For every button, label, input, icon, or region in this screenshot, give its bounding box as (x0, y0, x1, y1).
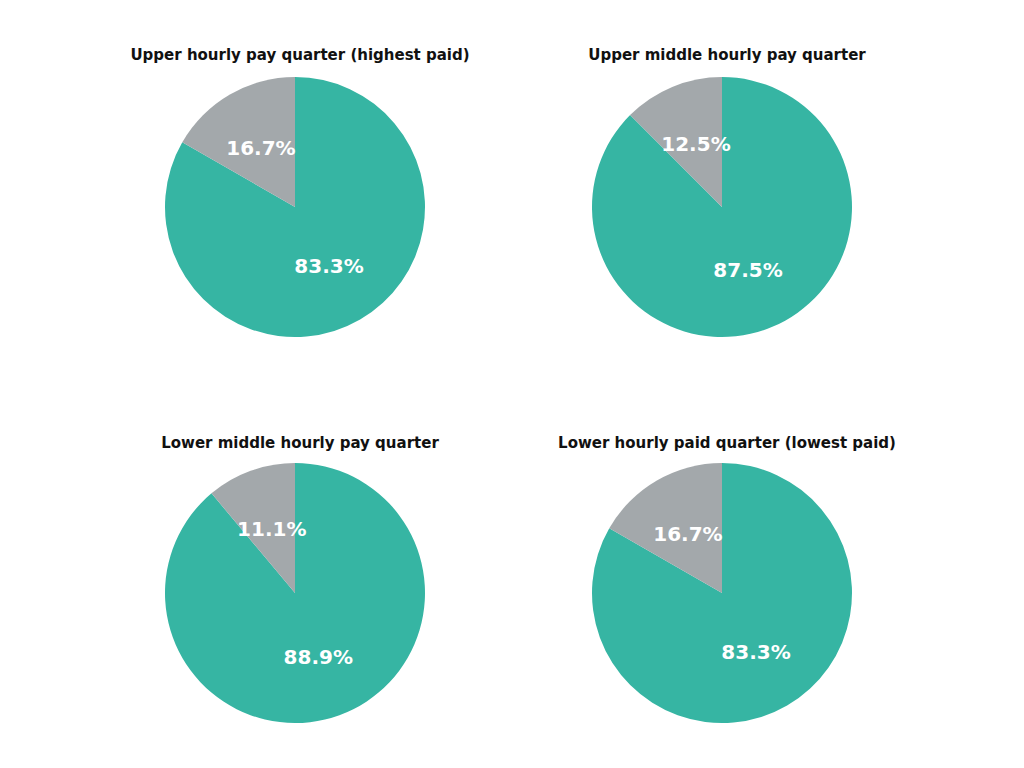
svg-text:Upper hourly pay quarter (high: Upper hourly pay quarter (highest paid) (130, 46, 469, 64)
svg-text:88.9%: 88.9% (284, 645, 353, 669)
svg-text:83.3%: 83.3% (294, 254, 363, 278)
svg-text:16.7%: 16.7% (653, 522, 722, 546)
svg-text:16.7%: 16.7% (226, 136, 295, 160)
svg-text:87.5%: 87.5% (713, 258, 782, 282)
svg-text:12.5%: 12.5% (661, 132, 730, 156)
svg-text:Lower middle hourly pay quarte: Lower middle hourly pay quarter (161, 434, 439, 452)
svg-text:Lower hourly paid quarter (low: Lower hourly paid quarter (lowest paid) (558, 434, 896, 452)
svg-text:11.1%: 11.1% (237, 517, 306, 541)
svg-text:83.3%: 83.3% (721, 640, 790, 664)
svg-text:Upper middle hourly pay quarte: Upper middle hourly pay quarter (588, 46, 866, 64)
